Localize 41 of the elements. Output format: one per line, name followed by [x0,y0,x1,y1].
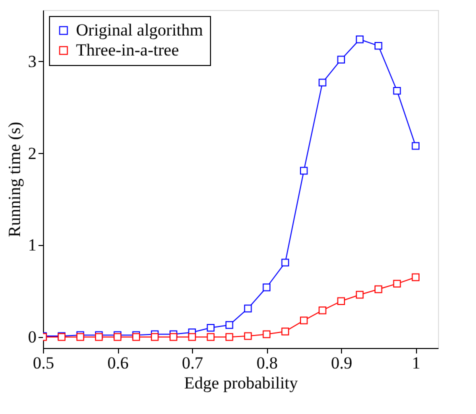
point [412,142,420,150]
point [281,258,290,266]
point [393,86,401,95]
point [225,333,234,341]
point [374,285,382,294]
point [300,166,308,175]
point [244,332,252,340]
point [412,273,420,282]
x-axis-title: Edge probability [184,374,298,392]
x-tick-label: 0.8 [256,354,278,372]
point [393,280,401,288]
point [225,321,234,329]
legend-label: Original algorithm [76,20,204,40]
point [188,333,196,341]
x-tick-label: 1 [412,354,420,372]
y-axis-title: Running time (s) [5,122,24,238]
y-tick-label: 0 [28,327,36,346]
point [300,316,308,324]
point [337,56,345,64]
point [356,36,364,44]
point [150,333,159,341]
point [337,297,345,306]
point [262,284,270,292]
x-tick-label: 0.6 [107,354,129,372]
x-tick-label: 0.9 [330,354,352,372]
point [374,42,382,50]
point [206,324,215,332]
point [262,330,270,338]
point [244,304,252,312]
point [206,333,215,341]
x-tick-label: 0.5 [32,354,54,372]
point [170,333,178,341]
y-tick-label: 2 [28,144,36,163]
point [318,306,326,314]
legend-label: Three-in-a-tree [76,40,179,60]
x-tick-label: 0.7 [182,354,204,372]
y-tick-label: 3 [28,52,36,71]
point [318,78,326,86]
point [281,328,290,336]
point [356,290,364,299]
y-tick-label: 1 [28,236,36,255]
